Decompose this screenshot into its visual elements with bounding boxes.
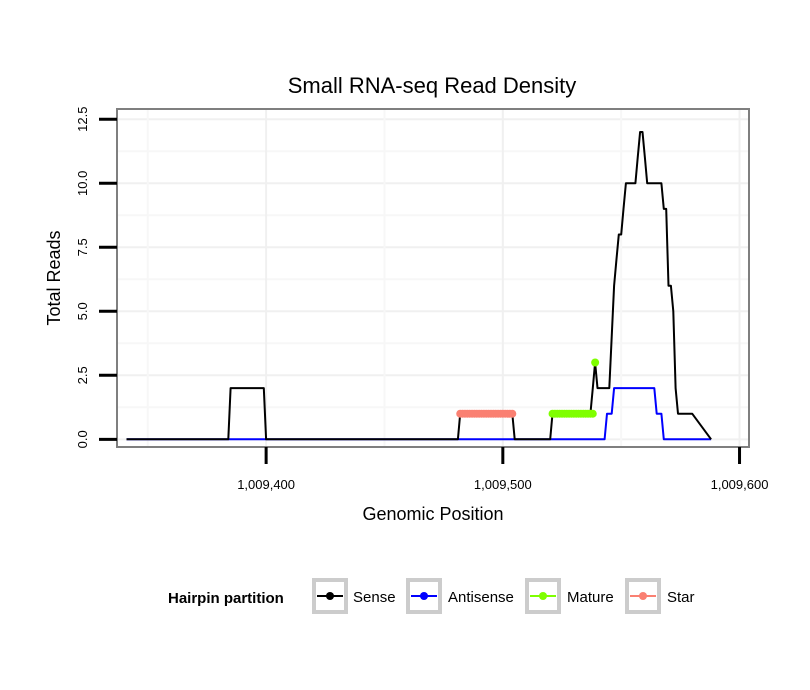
legend-key-point (420, 592, 428, 600)
y-axis-label: Total Reads (44, 230, 64, 325)
legend-label-star: Star (667, 589, 695, 606)
y-tick-label: 12.5 (75, 107, 90, 132)
series-line-antisense (126, 387, 712, 441)
x-tick-label: 1,009,500 (474, 477, 532, 492)
legend: Hairpin partition Sense Antisense Mature St… (168, 578, 695, 614)
legend-label-mature: Mature (567, 589, 614, 606)
plot-border (116, 108, 750, 448)
legend-label-sense: Sense (353, 589, 396, 606)
legend-key-point (326, 592, 334, 600)
x-axis-label: Genomic Position (362, 504, 503, 524)
chart-title: Small RNA-seq Read Density (288, 73, 577, 98)
legend-title: Hairpin partition (168, 590, 284, 607)
y-tick-label: 5.0 (75, 302, 90, 320)
y-axis: 0.0 2.5 5.0 7.5 10.0 12.5 (75, 107, 117, 448)
y-tick-label: 2.5 (75, 366, 90, 384)
y-tick-label: 10.0 (75, 171, 90, 196)
x-tick-label: 1,009,600 (711, 477, 769, 492)
y-tick-label: 0.0 (75, 430, 90, 448)
x-axis: 1,009,400 1,009,500 1,009,600 (237, 447, 768, 492)
data-series (126, 131, 712, 441)
data-point-mature (591, 358, 600, 367)
x-tick-label: 1,009,400 (237, 477, 295, 492)
series-line-sense (126, 131, 712, 441)
legend-label-antisense: Antisense (448, 589, 514, 606)
legend-key-point (639, 592, 647, 600)
legend-key-point (539, 592, 547, 600)
grid-lines (117, 109, 749, 447)
data-point-mature (588, 409, 597, 418)
data-point-star (508, 409, 517, 418)
y-tick-label: 7.5 (75, 238, 90, 256)
